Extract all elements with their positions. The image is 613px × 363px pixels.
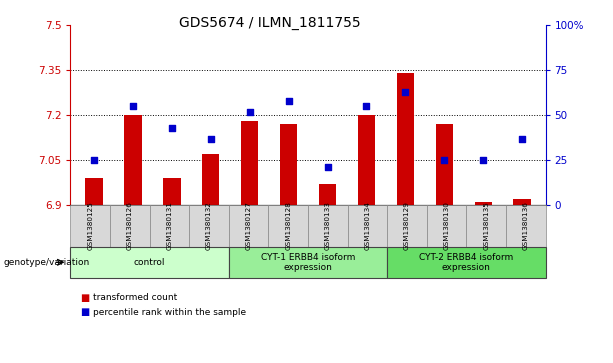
Text: GSM1380130: GSM1380130 — [444, 201, 449, 250]
Point — [440, 157, 449, 163]
Text: CYT-1 ERBB4 isoform
expression: CYT-1 ERBB4 isoform expression — [261, 253, 355, 272]
Text: control: control — [134, 258, 166, 267]
Text: GSM1380131: GSM1380131 — [167, 201, 172, 250]
Text: GSM1380125: GSM1380125 — [87, 201, 93, 250]
Point — [517, 136, 527, 142]
Text: transformed count: transformed count — [93, 293, 177, 302]
Bar — [241, 121, 259, 205]
Text: CYT-2 ERBB4 isoform
expression: CYT-2 ERBB4 isoform expression — [419, 253, 514, 272]
Point — [362, 103, 371, 109]
Bar — [397, 73, 414, 205]
Text: GSM1380129: GSM1380129 — [404, 201, 410, 250]
Text: GSM1380126: GSM1380126 — [127, 201, 133, 250]
Point — [206, 136, 216, 142]
Bar — [357, 115, 375, 205]
Bar — [163, 178, 180, 205]
Bar — [319, 184, 337, 205]
Bar — [514, 199, 531, 205]
Text: GSM1380134: GSM1380134 — [364, 201, 370, 250]
Bar — [280, 124, 297, 205]
Text: GSM1380127: GSM1380127 — [246, 201, 252, 250]
Bar — [436, 124, 453, 205]
Bar — [202, 154, 219, 205]
Text: GSM1380136: GSM1380136 — [523, 201, 529, 250]
Text: ■: ■ — [80, 293, 89, 303]
Text: ■: ■ — [80, 307, 89, 317]
Bar — [85, 178, 102, 205]
Text: GDS5674 / ILMN_1811755: GDS5674 / ILMN_1811755 — [179, 16, 360, 30]
Point — [89, 157, 99, 163]
Point — [478, 157, 488, 163]
Text: GSM1380135: GSM1380135 — [483, 201, 489, 250]
Point — [245, 109, 254, 115]
Text: GSM1380132: GSM1380132 — [206, 201, 212, 250]
Bar — [474, 202, 492, 205]
Text: GSM1380128: GSM1380128 — [285, 201, 291, 250]
Bar — [124, 115, 142, 205]
Text: percentile rank within the sample: percentile rank within the sample — [93, 308, 246, 317]
Text: genotype/variation: genotype/variation — [3, 258, 89, 267]
Point — [322, 164, 332, 170]
Point — [167, 125, 177, 131]
Point — [128, 103, 138, 109]
Text: GSM1380133: GSM1380133 — [325, 201, 331, 250]
Point — [400, 89, 410, 95]
Point — [284, 98, 294, 104]
